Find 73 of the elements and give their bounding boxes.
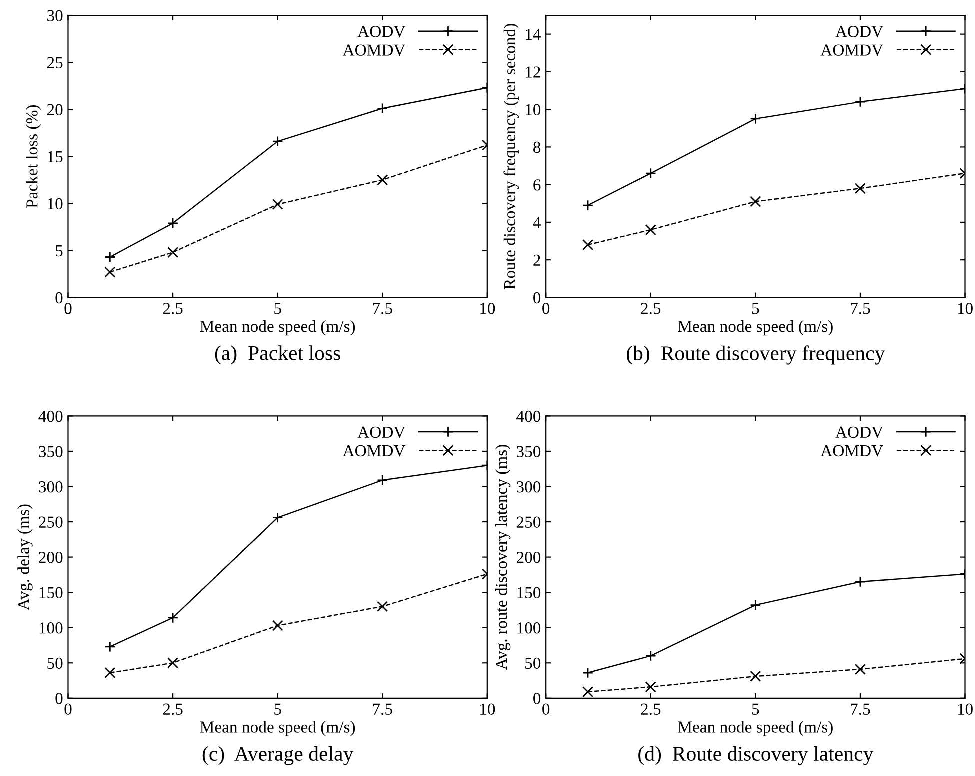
x-tick-label: 7.5 xyxy=(373,704,392,716)
y-tick-label: 300 xyxy=(517,481,541,493)
y-tick-label: 400 xyxy=(516,410,541,422)
y-tick-label: 350 xyxy=(517,446,541,458)
x-tick-label: 0 xyxy=(64,704,72,715)
y-tick-label: 12 xyxy=(526,66,540,78)
legend-label: AOMDV xyxy=(342,445,406,457)
x-tick-label: 10 xyxy=(958,303,973,314)
y-tick-label: 250 xyxy=(516,516,541,528)
legend-label: AODV xyxy=(836,426,884,438)
x-tick-label: 0 xyxy=(542,303,550,314)
y-tick-label: 10 xyxy=(526,104,541,116)
y-tick-label: 250 xyxy=(39,516,63,528)
x-axis-title: Mean node speed (m/s) xyxy=(678,320,833,336)
x-tick-label: 5 xyxy=(274,704,282,715)
x-tick-label: 2.5 xyxy=(641,704,661,716)
y-tick-label: 14 xyxy=(526,29,541,40)
y-tick-label: 20 xyxy=(47,104,63,116)
y-tick-label: 6 xyxy=(534,180,541,191)
x-tick-label: 2.5 xyxy=(163,303,183,314)
y-tick-label: 200 xyxy=(516,552,541,564)
y-tick-label: 200 xyxy=(39,552,63,564)
text: (d) Route discovery latency xyxy=(638,746,874,766)
x-tick-label: 7.5 xyxy=(373,303,392,314)
x-tick-label: 5 xyxy=(752,704,760,715)
y-tick-label: 150 xyxy=(518,587,541,599)
y-tick-label: 300 xyxy=(39,481,63,493)
y-axis-title: Route discovery frequency (per second) xyxy=(504,24,520,290)
text: (c) Average delay xyxy=(202,746,354,766)
x-tick-label: 10 xyxy=(958,704,973,715)
legend-label: AODV xyxy=(836,26,884,38)
y-tick-label: 30 xyxy=(48,10,63,22)
x-tick-label: 7.5 xyxy=(851,704,870,716)
y-tick-label: 0 xyxy=(56,292,63,304)
y-tick-label: 400 xyxy=(38,410,63,422)
y-tick-label: 4 xyxy=(533,217,541,228)
legend-label: AOMDV xyxy=(820,44,884,56)
y-tick-label: 25 xyxy=(47,57,63,68)
y-tick-label: 8 xyxy=(534,142,541,154)
x-tick-label: 0 xyxy=(64,303,72,314)
y-axis-title: Avg. route discovery latency (ms) xyxy=(496,445,511,670)
legend-label: AODV xyxy=(358,26,406,38)
legend-label: AOMDV xyxy=(342,44,406,56)
y-axis-title: Avg. delay (ms) xyxy=(18,504,33,610)
y-tick-label: 100 xyxy=(40,622,63,634)
x-tick-label: 10 xyxy=(480,303,496,314)
text: (a) Packet loss xyxy=(215,346,340,365)
x-tick-label: 2.5 xyxy=(163,704,183,716)
y-tick-label: 150 xyxy=(40,587,63,599)
legend-label: AOMDV xyxy=(820,445,884,457)
x-tick-label: 2.5 xyxy=(641,303,661,314)
y-tick-label: 0 xyxy=(534,693,541,704)
x-axis-title: Mean node speed (m/s) xyxy=(200,721,356,736)
x-tick-label: 5 xyxy=(274,303,282,314)
y-axis-title: Packet loss (%) xyxy=(26,106,42,208)
y-tick-label: 0 xyxy=(56,693,63,704)
x-tick-label: 10 xyxy=(480,704,496,715)
x-tick-label: 7.5 xyxy=(851,303,870,314)
y-tick-label: 350 xyxy=(39,446,63,458)
y-tick-label: 10 xyxy=(48,198,63,210)
y-tick-label: 5 xyxy=(56,246,63,257)
y-tick-label: 100 xyxy=(518,622,541,634)
y-tick-label: 50 xyxy=(526,658,541,670)
text: (b) Route discovery frequency xyxy=(627,346,886,365)
y-tick-label: 2 xyxy=(534,254,540,266)
y-tick-label: 50 xyxy=(48,658,63,670)
y-tick-label: 15 xyxy=(48,151,63,163)
legend-label: AODV xyxy=(358,426,406,438)
x-tick-label: 5 xyxy=(752,303,760,314)
y-tick-label: 0 xyxy=(534,292,541,304)
x-tick-label: 0 xyxy=(542,704,550,715)
x-axis-title: Mean node speed (m/s) xyxy=(678,721,833,736)
x-axis-title: Mean node speed (m/s) xyxy=(200,320,356,336)
